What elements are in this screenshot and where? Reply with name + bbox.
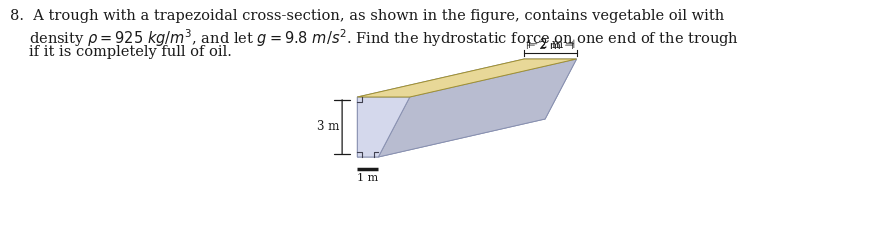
Text: if it is completely full of oil.: if it is completely full of oil. <box>29 45 231 59</box>
Polygon shape <box>358 59 524 157</box>
Polygon shape <box>378 59 576 157</box>
Polygon shape <box>358 119 545 157</box>
Text: 1 m: 1 m <box>357 173 378 183</box>
Text: 3 m: 3 m <box>317 121 339 133</box>
Text: density $\rho = 925\ kg/m^3$, and let $g = 9.8\ m/s^2$. Find the hydrostatic for: density $\rho = 925\ kg/m^3$, and let $g… <box>29 27 739 49</box>
Polygon shape <box>358 97 409 157</box>
Text: ⊢ 2 m ⊣: ⊢ 2 m ⊣ <box>526 41 574 51</box>
Polygon shape <box>358 59 576 97</box>
Polygon shape <box>524 59 576 119</box>
Text: $\vdash$2 m$\dashv$: $\vdash$2 m$\dashv$ <box>525 37 575 51</box>
Text: 8.  A trough with a trapezoidal cross-section, as shown in the figure, contains : 8. A trough with a trapezoidal cross-sec… <box>10 9 723 23</box>
